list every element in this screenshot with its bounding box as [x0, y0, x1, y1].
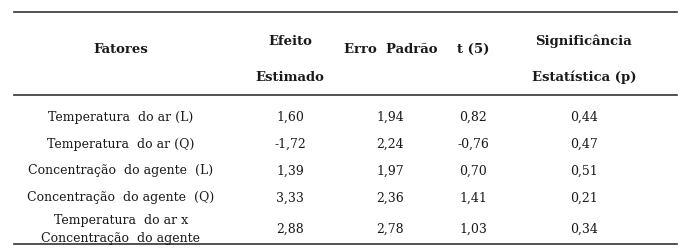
Text: 0,34: 0,34	[570, 222, 598, 235]
Text: Temperatura  do ar (L): Temperatura do ar (L)	[48, 111, 193, 124]
Text: 1,97: 1,97	[377, 164, 404, 177]
Text: Fatores: Fatores	[93, 43, 149, 56]
Text: 1,41: 1,41	[460, 191, 487, 204]
Text: t (5): t (5)	[457, 43, 489, 56]
Text: 1,03: 1,03	[460, 222, 487, 235]
Text: Significância: Significância	[536, 35, 632, 48]
Text: 2,36: 2,36	[377, 191, 404, 204]
Text: 0,70: 0,70	[460, 164, 487, 177]
Text: -1,72: -1,72	[274, 137, 306, 150]
Text: 0,44: 0,44	[570, 111, 598, 124]
Text: 1,94: 1,94	[377, 111, 404, 124]
Text: Temperatura  do ar (Q): Temperatura do ar (Q)	[47, 137, 195, 150]
Text: 3,33: 3,33	[276, 191, 304, 204]
Text: Erro  Padrão: Erro Padrão	[343, 43, 437, 56]
Text: 2,88: 2,88	[276, 222, 304, 235]
Text: 1,60: 1,60	[276, 111, 304, 124]
Text: 1,39: 1,39	[276, 164, 304, 177]
Text: 0,82: 0,82	[460, 111, 487, 124]
Text: Estatística (p): Estatística (p)	[531, 70, 636, 84]
Text: Estimado: Estimado	[256, 70, 325, 83]
Text: -0,76: -0,76	[457, 137, 489, 150]
Text: Temperatura  do ar x: Temperatura do ar x	[54, 213, 188, 226]
Text: 2,78: 2,78	[377, 222, 404, 235]
Text: Concentração  do agente: Concentração do agente	[41, 231, 200, 244]
Text: Concentração  do agente  (Q): Concentração do agente (Q)	[28, 191, 214, 204]
Text: 0,51: 0,51	[570, 164, 598, 177]
Text: 2,24: 2,24	[377, 137, 404, 150]
Text: 0,21: 0,21	[570, 191, 598, 204]
Text: 0,47: 0,47	[570, 137, 598, 150]
Text: Concentração  do agente  (L): Concentração do agente (L)	[28, 164, 214, 177]
Text: Efeito: Efeito	[268, 35, 312, 48]
